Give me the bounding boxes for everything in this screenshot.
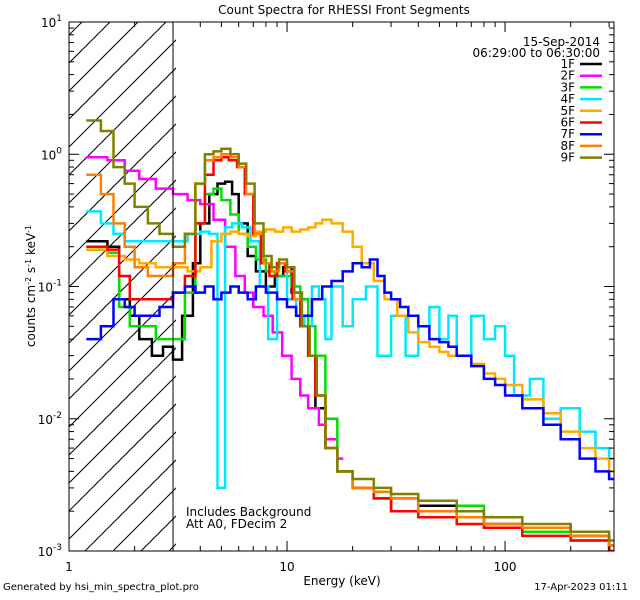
- legend-label-3F: 3F: [560, 80, 575, 94]
- y-axis-label: counts cm-2 s-1 keV-1: [24, 225, 39, 347]
- series-line-7F: [86, 258, 614, 481]
- series-line-4F: [86, 210, 614, 490]
- series-line-8F: [86, 153, 614, 547]
- legend-label-1F: 1F: [560, 57, 575, 71]
- y-tick-base: 10: [38, 413, 53, 427]
- y-tick-exponent: -1: [53, 279, 62, 289]
- legend-label-2F: 2F: [560, 69, 575, 83]
- x-tick-label: 1: [65, 560, 73, 574]
- series-line-9F: [86, 119, 614, 542]
- y-tick-exponent: -2: [53, 411, 62, 421]
- legend-label-7F: 7F: [560, 127, 575, 141]
- annotation-attenuator: Att A0, FDecim 2: [186, 517, 287, 531]
- series-line-5F: [86, 218, 614, 473]
- y-tick-exponent: 1: [56, 14, 62, 24]
- y-tick-base: 10: [41, 16, 56, 30]
- date-label: 15-Sep-2014: [523, 35, 600, 49]
- legend-label-9F: 9F: [560, 151, 575, 165]
- series-line-1F: [86, 180, 614, 547]
- y-tick-base: 10: [38, 281, 53, 295]
- y-tick-label: 10-3: [38, 543, 62, 559]
- x-tick-label: 10: [279, 560, 294, 574]
- footer-generator: Generated by hsi_min_spectra_plot.pro: [3, 582, 199, 593]
- hatched-region: [69, 22, 176, 551]
- legend-label-5F: 5F: [560, 104, 575, 118]
- x-tick-label: 100: [494, 560, 517, 574]
- series-line-6F: [86, 155, 614, 551]
- legend-label-4F: 4F: [560, 92, 575, 106]
- y-tick-base: 10: [38, 545, 53, 559]
- y-tick-label: 10-1: [38, 279, 62, 295]
- chart-title: Count Spectra for RHESSI Front Segments: [218, 3, 470, 17]
- y-tick-label: 10-2: [38, 411, 62, 427]
- y-tick-label: 101: [41, 14, 62, 30]
- footer-timestamp: 17-Apr-2023 01:11: [534, 582, 628, 593]
- y-tick-exponent: 0: [56, 146, 62, 156]
- time-range-label: 06:29:00 to 06:30:00: [473, 46, 600, 60]
- y-tick-label: 100: [41, 146, 62, 162]
- legend-label-8F: 8F: [560, 139, 575, 153]
- y-tick-exponent: -3: [53, 543, 62, 553]
- series-line-3F: [86, 187, 614, 551]
- x-axis-label: Energy (keV): [303, 574, 380, 588]
- y-tick-base: 10: [41, 148, 56, 162]
- series-line-2F: [86, 155, 344, 460]
- annotation-background: Includes Background: [186, 505, 311, 519]
- legend-label-6F: 6F: [560, 116, 575, 130]
